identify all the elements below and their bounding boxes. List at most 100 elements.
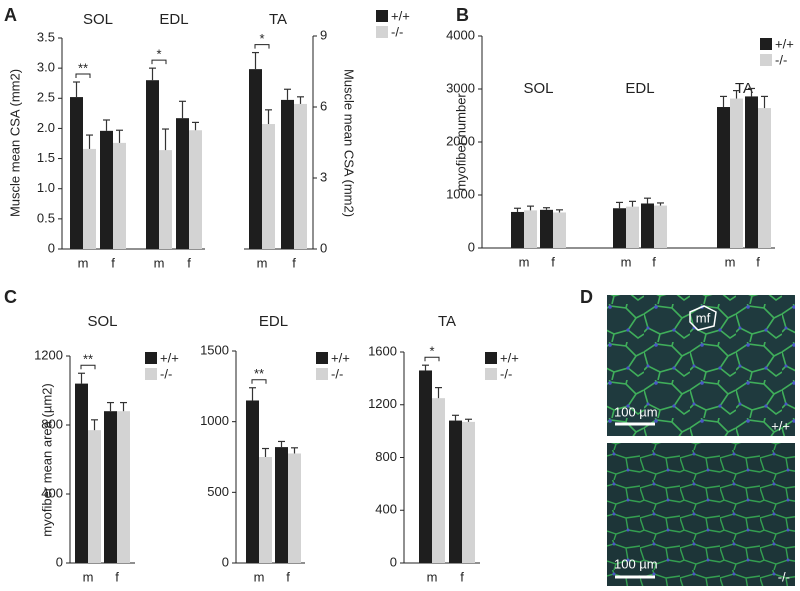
- legend-label: -/-: [160, 366, 172, 381]
- bar: [246, 400, 259, 563]
- x-tick-label: f: [292, 255, 296, 270]
- group-title: SOL: [87, 313, 117, 330]
- bar: [288, 453, 301, 563]
- y-tick-label: 0: [320, 240, 327, 255]
- panel-letter: B: [456, 5, 469, 25]
- y-tick-label: 1000: [446, 186, 475, 201]
- bar: [553, 212, 566, 248]
- x-tick-label: f: [111, 255, 115, 270]
- y-tick-label: 0: [56, 554, 63, 569]
- significance-bracket: [80, 364, 96, 370]
- y-tick-label: 0: [390, 554, 397, 569]
- legend-swatch: [485, 368, 497, 380]
- x-tick-label: f: [756, 254, 760, 269]
- y-axis-label: myofiber mean area (µm2): [39, 383, 54, 536]
- bar: [540, 209, 553, 248]
- bar: [294, 103, 307, 249]
- x-tick-label: f: [115, 569, 119, 584]
- y-tick-label: 9: [320, 27, 327, 42]
- bar: [100, 130, 113, 249]
- legend-label: +/+: [331, 350, 350, 365]
- x-tick-label: m: [83, 569, 94, 584]
- y-tick-label: 0: [48, 240, 55, 255]
- bar: [524, 210, 537, 248]
- x-tick-label: m: [725, 254, 736, 269]
- bar: [419, 370, 432, 563]
- y-tick-label: 1500: [200, 342, 229, 357]
- significance-bracket: [251, 379, 267, 384]
- y-tick-label: 3.5: [37, 29, 55, 44]
- x-tick-label: f: [286, 569, 290, 584]
- bar: [70, 97, 83, 249]
- legend-label: -/-: [775, 52, 787, 67]
- micrograph: [607, 443, 795, 586]
- bar: [113, 142, 126, 249]
- legend-swatch: [316, 352, 328, 364]
- y-tick-label: 6: [320, 98, 327, 113]
- bar: [83, 148, 96, 249]
- bar: [176, 118, 189, 250]
- y-tick-label: 800: [41, 416, 63, 431]
- significance-bracket: [75, 73, 91, 79]
- y-tick-label: 500: [207, 484, 229, 499]
- x-tick-label: m: [519, 254, 530, 269]
- group-title: EDL: [259, 313, 288, 330]
- bar: [758, 108, 771, 248]
- legend-swatch: [376, 26, 388, 38]
- bar: [613, 208, 626, 248]
- bar: [249, 69, 262, 249]
- x-tick-label: f: [652, 254, 656, 269]
- legend-swatch: [145, 352, 157, 364]
- legend-label: +/+: [160, 350, 179, 365]
- significance-label: *: [429, 344, 434, 359]
- y-tick-label: 1200: [368, 396, 397, 411]
- bar: [717, 107, 730, 249]
- x-tick-label: m: [78, 255, 89, 270]
- significance-bracket: [151, 59, 167, 65]
- bar: [275, 447, 288, 563]
- y-tick-label: 3: [320, 169, 327, 184]
- bar: [730, 98, 743, 248]
- panel-letter: C: [4, 287, 17, 307]
- group-title: EDL: [159, 11, 188, 28]
- y-axis-label: Muscle mean CSA (mm2): [7, 69, 22, 217]
- x-tick-label: m: [257, 255, 268, 270]
- y-tick-label: 0.5: [37, 210, 55, 225]
- panel-letter: A: [4, 5, 17, 25]
- legend-label: -/-: [331, 366, 343, 381]
- micrographs: D mf 100 µm +/+ 100 µm -/-: [580, 287, 795, 586]
- group-title: TA: [438, 313, 456, 330]
- significance-bracket: [254, 44, 270, 49]
- fiber-label: mf: [696, 310, 711, 325]
- legend-swatch: [145, 368, 157, 380]
- legend-swatch: [376, 10, 388, 22]
- scale-label: 100 µm: [614, 404, 658, 419]
- y-tick-label: 800: [375, 449, 397, 464]
- legend-swatch: [760, 54, 772, 66]
- legend-label: -/-: [500, 366, 512, 381]
- bar: [259, 457, 272, 563]
- y-tick-label: 400: [41, 485, 63, 500]
- bar: [88, 430, 101, 563]
- bar: [159, 150, 172, 249]
- legend-label: +/+: [775, 36, 794, 51]
- y-tick-label: 400: [375, 502, 397, 517]
- legend-swatch: [316, 368, 328, 380]
- bar: [462, 421, 475, 563]
- y-tick-label: 1600: [368, 343, 397, 358]
- x-tick-label: m: [621, 254, 632, 269]
- y-tick-label: 0: [222, 554, 229, 569]
- bar: [75, 383, 88, 563]
- bar: [511, 211, 524, 248]
- bar: [189, 130, 202, 249]
- significance-label: *: [259, 31, 264, 46]
- y-axis-label: Muscle mean CSA (mm2): [342, 69, 357, 217]
- y-tick-label: 1.0: [37, 180, 55, 195]
- legend-swatch: [485, 352, 497, 364]
- y-tick-label: 4000: [446, 27, 475, 42]
- y-tick-label: 2.5: [37, 90, 55, 105]
- y-tick-label: 1200: [34, 347, 63, 362]
- bar: [117, 411, 130, 563]
- y-tick-label: 1.5: [37, 150, 55, 165]
